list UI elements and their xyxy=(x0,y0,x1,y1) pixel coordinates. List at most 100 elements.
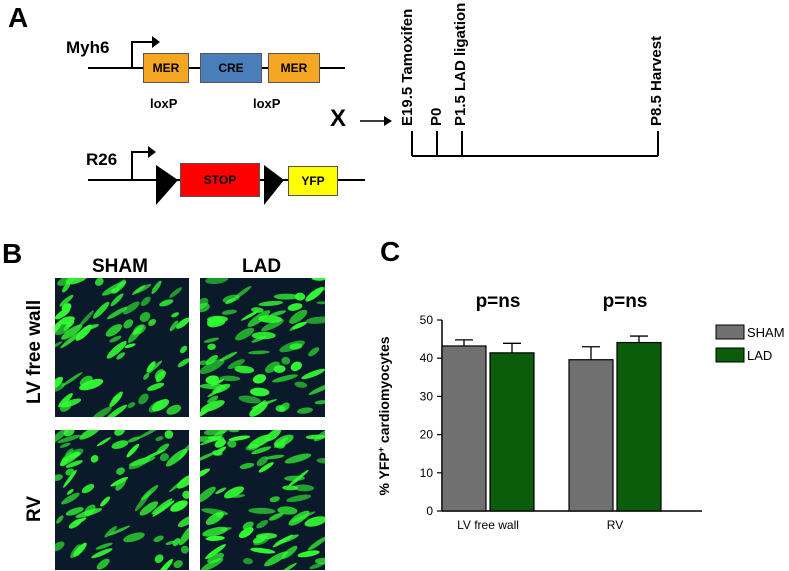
r26-promoter-arrowhead xyxy=(148,146,156,158)
fluorescent-cell xyxy=(169,287,182,298)
yfp-box: YFP xyxy=(288,166,338,196)
fluorescent-cell xyxy=(148,318,156,327)
fluorescent-cell xyxy=(91,406,112,417)
fluorescent-cell xyxy=(213,446,227,456)
fluorescent-cell xyxy=(200,468,211,480)
y-axis-label: % YFP+ cardiomyocytes xyxy=(376,336,392,495)
fluorescent-cell xyxy=(308,347,320,357)
bar-sham xyxy=(441,345,487,512)
y-axis-label-rest: cardiomyocytes xyxy=(376,336,392,447)
fluorescent-cell xyxy=(215,511,225,518)
fluorescent-cell xyxy=(61,398,82,408)
fluorescent-cell xyxy=(294,381,308,388)
fluorescent-cell xyxy=(281,356,291,365)
micrograph-sham-lv xyxy=(55,278,189,417)
micrograph-sham-rv xyxy=(55,430,189,570)
legend-swatch-sham xyxy=(715,324,745,340)
fluorescent-cell xyxy=(63,469,77,488)
stop-box: STOP xyxy=(180,163,260,197)
fluorescent-cell xyxy=(133,324,146,335)
fluorescent-cell xyxy=(200,451,217,463)
fluorescent-cell xyxy=(169,320,179,332)
y-axis-label-sup: + xyxy=(376,447,386,452)
fluorescent-cell xyxy=(127,402,136,408)
fluorescent-cell xyxy=(307,536,325,551)
fluorescent-cell xyxy=(156,558,173,570)
fluorescent-cell xyxy=(85,324,99,330)
loxp-left-triangle xyxy=(156,165,178,205)
fluorescent-cell xyxy=(96,437,111,447)
fluorescent-cell xyxy=(252,374,267,384)
fluorescent-cell xyxy=(304,516,325,527)
fluorescent-cell xyxy=(55,541,65,552)
myh6-promoter-arrow xyxy=(131,41,152,68)
y-axis-label-main: % YFP xyxy=(376,452,392,495)
fluorescent-cell xyxy=(219,527,232,532)
fluorescent-cell xyxy=(203,337,219,343)
fluorescent-cell xyxy=(180,545,189,554)
fluorescent-cell xyxy=(159,299,174,307)
fluorescent-cell xyxy=(200,400,225,412)
fluorescent-cell xyxy=(105,404,128,417)
fluorescent-cell xyxy=(140,296,151,307)
fluorescent-cell xyxy=(282,485,298,491)
fluorescent-cell xyxy=(261,319,284,332)
fluorescent-cell xyxy=(65,507,84,516)
chart-plot-area: 0 10 20 30 40 50 LV free wall RV SHAM LAD xyxy=(420,313,785,532)
fluorescent-cell xyxy=(256,520,269,529)
fluorescent-cell xyxy=(61,492,80,505)
fluorescent-cell xyxy=(250,387,270,397)
panel-b-letter: B xyxy=(2,238,23,269)
fluorescent-cell xyxy=(171,312,179,318)
fluorescent-cell xyxy=(256,456,269,467)
fluorescent-cell xyxy=(258,300,284,307)
fluorescent-cell xyxy=(182,490,189,499)
fluorescent-cell xyxy=(176,317,189,329)
fluorescent-cell xyxy=(91,548,113,559)
fluorescent-cell xyxy=(136,430,160,440)
fluorescent-cell xyxy=(314,400,325,405)
fluorescent-cell xyxy=(305,316,325,324)
y-tick-label: 40 xyxy=(420,351,434,365)
p-value-lv: p=ns xyxy=(476,291,521,312)
fluorescent-cell xyxy=(248,434,272,449)
fluorescent-cell xyxy=(241,310,259,321)
fluorescent-cell xyxy=(215,487,227,495)
fluorescent-cell xyxy=(56,515,64,524)
column-header-lad: LAD xyxy=(242,256,282,277)
fluorescent-cell xyxy=(309,562,325,570)
fluorescent-cell xyxy=(219,375,241,382)
fluorescent-cell xyxy=(168,475,189,493)
fluorescent-cell xyxy=(251,446,272,455)
fluorescent-cell xyxy=(179,523,189,546)
fluorescent-cell xyxy=(139,312,151,322)
fluorescent-cell xyxy=(273,434,294,447)
fluorescent-cell xyxy=(173,560,183,569)
column-header-sham: SHAM xyxy=(92,256,148,277)
fluorescent-cell xyxy=(59,442,71,448)
fluorescent-cell xyxy=(178,444,189,460)
fluorescent-cell xyxy=(290,361,302,372)
fluorescent-cell xyxy=(200,558,224,570)
fluorescent-cell xyxy=(294,292,306,301)
fluorescent-cell xyxy=(248,350,270,355)
fluorescent-cell xyxy=(146,361,156,373)
fluorescent-cell xyxy=(77,310,94,329)
fluorescent-cell xyxy=(177,515,189,528)
fluorescent-cell xyxy=(154,369,165,380)
fluorescent-cell xyxy=(265,454,285,460)
fluorescent-cell xyxy=(100,496,111,507)
fluorescent-cell xyxy=(200,383,226,390)
fluorescent-cell xyxy=(258,462,274,473)
fluorescent-cell xyxy=(151,280,162,294)
fluorescent-cell xyxy=(114,430,125,436)
fluorescent-cell xyxy=(123,319,134,329)
loxp-left-label: loxP xyxy=(150,96,178,111)
fluorescent-cell xyxy=(287,303,303,311)
fluorescent-cell xyxy=(176,474,189,489)
legend-swatch-lad xyxy=(715,347,745,363)
fluorescent-cell xyxy=(311,278,325,281)
fluorescent-cell xyxy=(227,440,237,448)
fluorescent-cell xyxy=(200,359,225,374)
fluorescent-cell xyxy=(132,285,146,295)
